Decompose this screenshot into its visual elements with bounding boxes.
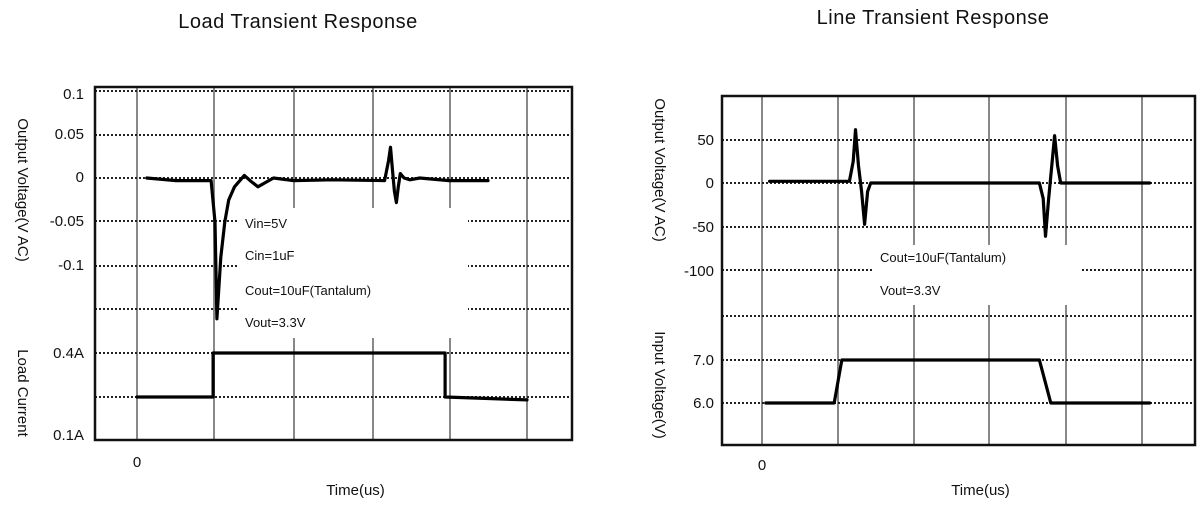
load-plot-frame <box>93 85 574 442</box>
load-upper-y-tick-label: 0.05 <box>55 126 84 143</box>
load-lower-y-tick-label: 0.4A <box>53 345 84 362</box>
line-upper-y-tick-label: 0 <box>706 175 714 192</box>
line-upper-y-tick-label: 50 <box>697 132 714 149</box>
line-plot-frame <box>720 94 1197 447</box>
load-annotation-box <box>238 208 468 338</box>
load-output-voltage-trace <box>145 145 490 321</box>
load-annotation: Vout=3.3V <box>245 315 306 330</box>
line-annotation: Vout=3.3V <box>880 283 941 298</box>
line-upper-y-axis-label: Output Voltage(V AC) <box>651 98 668 241</box>
line-upper-y-tick-label: -100 <box>684 263 714 280</box>
line-x-tick-label: 0 <box>758 457 766 474</box>
line-output-voltage-trace <box>767 128 1152 238</box>
load-x-axis-label: Time(us) <box>326 482 385 499</box>
line-annotation-box <box>872 245 1082 305</box>
load-annotation: Cin=1uF <box>245 248 295 263</box>
line-upper-y-tick-label: -50 <box>692 219 714 236</box>
load-load-current-trace <box>135 351 529 402</box>
load-annotation: Cout=10uF(Tantalum) <box>245 283 371 298</box>
line-x-axis-label: Time(us) <box>951 482 1010 499</box>
load-lower-y-axis-label: Load Current <box>14 349 31 437</box>
line-chart-title: Line Transient Response <box>817 7 1050 29</box>
line-lower-y-axis-label: Input Voltage(V) <box>651 331 668 439</box>
load-annotation: Vin=5V <box>245 216 287 231</box>
load-x-tick-label: 0 <box>133 454 141 471</box>
line-input-voltage-trace <box>764 358 1152 405</box>
load-upper-y-tick-label: 0.1 <box>63 86 84 103</box>
load-upper-y-tick-label: -0.05 <box>50 213 84 230</box>
load-upper-y-tick-label: 0 <box>76 169 84 186</box>
line-lower-y-tick-label: 6.0 <box>693 395 714 412</box>
load-upper-y-tick-label: -0.1 <box>58 257 84 274</box>
line-lower-y-tick-label: 7.0 <box>693 352 714 369</box>
load-lower-y-tick-label: 0.1A <box>53 427 84 444</box>
load-chart-title: Load Transient Response <box>178 11 417 33</box>
load-upper-y-axis-label: Output Voltage(V AC) <box>14 118 31 261</box>
line-annotation: Cout=10uF(Tantalum) <box>880 250 1006 265</box>
